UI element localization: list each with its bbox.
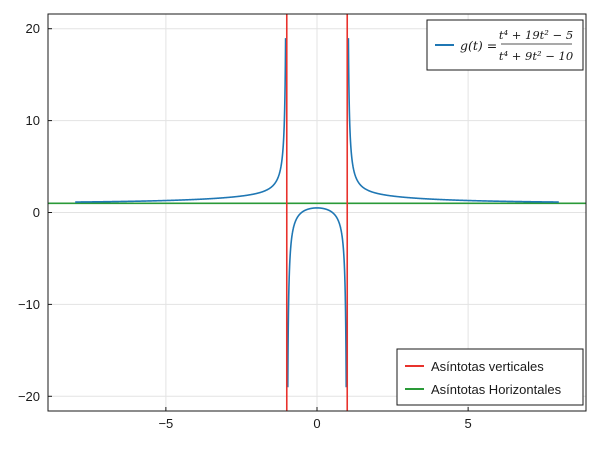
y-tick-label: −20	[18, 389, 40, 404]
function-curve-branch	[286, 207, 348, 388]
grid-lines	[48, 14, 586, 411]
function-curve-group	[75, 38, 559, 388]
x-tick-label: 0	[313, 416, 320, 431]
y-tick-label: 20	[26, 21, 40, 36]
y-tick-label: −10	[18, 297, 40, 312]
legend-vertical-label: Asíntotas verticales	[431, 359, 544, 374]
axis-ticks: −5 0 5 −20 −10 0 10 20	[18, 21, 472, 431]
legend-horizontal-label: Asíntotas Horizontales	[431, 382, 562, 397]
y-tick-label: 10	[26, 113, 40, 128]
legend-function-numerator: t⁴ + 19t² − 5	[499, 28, 573, 42]
vertical-asymptote-group	[285, 14, 349, 411]
x-tick-label: 5	[465, 416, 472, 431]
legend-asymptotes: Asíntotas verticales Asíntotas Horizonta…	[396, 348, 584, 406]
legend-function-denominator: t⁴ + 9t² − 10	[499, 49, 573, 63]
x-tick-label: −5	[158, 416, 173, 431]
y-tick-label: 0	[33, 205, 40, 220]
legend-asymptotes-box	[396, 348, 584, 406]
function-curve-branch	[75, 38, 287, 203]
legend-function: g(t) = t⁴ + 19t² − 5 t⁴ + 9t² − 10	[426, 19, 584, 71]
function-curve-branch	[347, 38, 559, 203]
legend-function-lhs: g(t) =	[460, 38, 497, 53]
